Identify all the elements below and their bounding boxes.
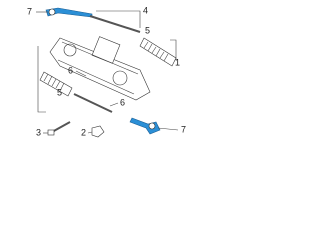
bracket	[37, 46, 46, 113]
inner-tie-rod	[73, 93, 113, 113]
boot	[139, 37, 177, 67]
bracket	[96, 10, 141, 28]
callout-label: 1	[175, 57, 180, 67]
callout-label: 2	[81, 127, 86, 137]
boot	[39, 71, 73, 97]
bolt	[43, 121, 71, 136]
leader	[109, 102, 119, 107]
tie-rod-end	[129, 117, 179, 135]
callout-label: 4	[143, 5, 148, 15]
nut	[87, 125, 105, 138]
callout-label: 6	[120, 97, 125, 107]
callout-label: 7	[181, 124, 186, 134]
callout-label: 6	[68, 65, 73, 75]
leader	[75, 70, 87, 77]
callout-label: 5	[57, 87, 62, 97]
callout-label: 5	[145, 25, 150, 35]
steering-rack	[49, 36, 151, 101]
parts-diagram: 7 4 5 1 6 5 6 3 2 7	[27, 5, 186, 138]
callout-label: 3	[36, 127, 41, 137]
bracket	[170, 39, 177, 60]
callout-label: 7	[27, 6, 32, 16]
tie-rod-end	[36, 7, 93, 18]
tie-rod	[89, 15, 141, 33]
